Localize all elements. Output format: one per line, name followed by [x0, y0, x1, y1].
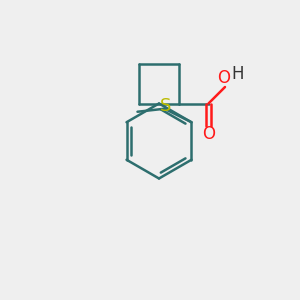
Text: H: H [231, 65, 244, 83]
Text: S: S [159, 97, 171, 115]
Text: O: O [217, 69, 230, 87]
Text: O: O [202, 125, 215, 143]
